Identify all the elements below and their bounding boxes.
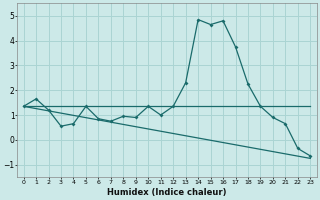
X-axis label: Humidex (Indice chaleur): Humidex (Indice chaleur)	[107, 188, 227, 197]
